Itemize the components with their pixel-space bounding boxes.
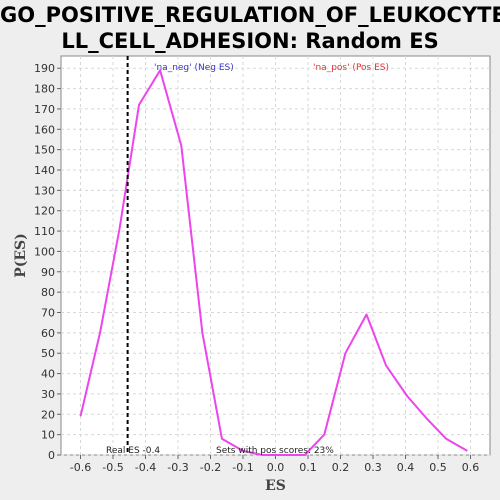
x-tick-label: 0.0 (267, 461, 285, 474)
x-tick-label: 0.2 (332, 461, 350, 474)
y-tick-label: 110 (34, 225, 55, 238)
x-axis-label: ES (265, 478, 286, 494)
pos-scores-annotation: Sets with pos scores: 23% (216, 446, 334, 456)
axes: 0 10 20 30 40 50 60 70 80 90 100 110 120 130 140 150 160… (34, 62, 479, 474)
grid-lines (61, 56, 490, 456)
x-tick-label: 0.6 (462, 461, 480, 474)
legend-pos-label: 'na_pos' (Pos ES) (313, 63, 389, 73)
x-tick-label: 0.1 (299, 461, 317, 474)
series-layer (79, 69, 468, 456)
es-distribution-line (79, 69, 468, 456)
x-tick-label: 0.4 (397, 461, 415, 474)
x-tick-label: -0.5 (102, 461, 123, 474)
y-axis-label: P(ES) (13, 233, 29, 278)
y-tick-label: 10 (41, 429, 55, 442)
x-tick-label: -0.6 (70, 461, 91, 474)
y-tick-label: 100 (34, 245, 55, 258)
y-tick-label: 180 (34, 83, 55, 96)
y-tick-label: 20 (41, 408, 55, 421)
y-tick-label: 120 (34, 205, 55, 218)
y-tick-label: 160 (34, 123, 55, 136)
y-tick-label: 150 (34, 144, 55, 157)
y-tick-label: 190 (34, 62, 55, 75)
real-es-annotation: Real ES -0.4 (106, 446, 160, 456)
x-tick-label: 0.5 (429, 461, 447, 474)
y-tick-label: 130 (34, 184, 55, 197)
y-tick-label: 0 (48, 449, 55, 462)
y-tick-label: 170 (34, 103, 55, 116)
y-tick-label: 80 (41, 286, 55, 299)
x-tick-label: -0.4 (135, 461, 156, 474)
x-tick-label: -0.3 (167, 461, 188, 474)
x-tick-label: 0.3 (364, 461, 382, 474)
y-tick-label: 40 (41, 368, 55, 381)
y-tick-label: 50 (41, 347, 55, 360)
y-tick-label: 140 (34, 164, 55, 177)
y-tick-label: 30 (41, 388, 55, 401)
legend-neg-label: 'na_neg' (Neg ES) (154, 63, 234, 73)
y-tick-label: 90 (41, 266, 55, 279)
x-tick-label: -0.1 (232, 461, 253, 474)
x-tick-label: -0.2 (200, 461, 221, 474)
y-tick-label: 70 (41, 307, 55, 320)
y-tick-label: 60 (41, 327, 55, 340)
